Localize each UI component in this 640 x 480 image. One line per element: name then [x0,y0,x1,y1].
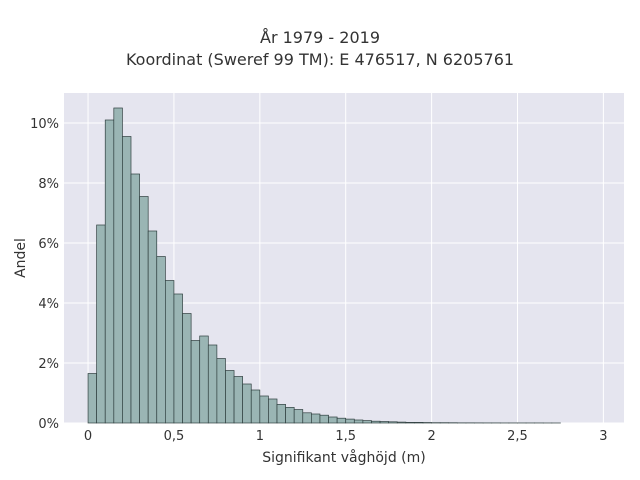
x-axis-ticks: 0 0,5 1 1,5 2 2,5 3 [84,429,608,444]
y-tick-label: 2% [38,357,59,372]
histogram-bar [362,420,372,424]
histogram-bar [147,230,158,424]
histogram-bar [276,404,286,424]
x-tick-label: 2 [427,429,435,444]
histogram-bar [130,173,140,424]
histogram-bar [164,280,175,424]
y-tick-label: 4% [38,297,59,312]
histogram-bar [379,421,390,424]
histogram-bar [353,419,364,424]
histogram-bar [250,389,261,424]
x-axis-label: Signifikant våghöjd (m) [262,449,425,466]
histogram-bar [242,383,252,424]
histogram-bar [328,416,338,424]
x-tick-label: 3 [599,429,607,444]
histogram-bars [87,107,561,424]
histogram-bar [199,335,209,424]
x-tick-label: 2,5 [507,429,528,444]
histogram-bar [388,421,398,424]
y-axis-label: Andel [13,238,29,278]
histogram-bar [87,373,97,424]
chart-title-coordinate: Koordinat (Sweref 99 TM): E 476517, N 62… [125,50,515,69]
x-tick-label: 0 [84,429,92,444]
histogram-bar [104,119,115,424]
y-axis-ticks: 0% 2% 4% 6% 8% 10% [30,117,59,432]
chart-title-period: År 1979 - 2019 [260,28,380,47]
histogram-bar [259,395,269,424]
histogram-bar [225,370,235,424]
histogram-bar [268,398,278,424]
histogram-bar [371,420,381,424]
y-tick-label: 8% [38,177,59,192]
histogram-bar [113,107,123,424]
histogram-bar [96,224,106,424]
histogram-bar [285,407,295,424]
y-tick-label: 10% [30,117,59,132]
histogram-bar [293,409,304,424]
histogram-bar [336,417,347,424]
x-tick-label: 1 [256,429,264,444]
histogram-bar [122,136,132,424]
histogram-bar [182,313,192,424]
histogram-bar [190,340,201,424]
histogram-bar [173,293,183,424]
histogram-bar [345,418,355,424]
histogram-bar [311,413,321,424]
histogram-bar [139,196,149,424]
y-tick-label: 6% [38,237,59,252]
histogram-bar [302,412,312,424]
x-tick-label: 0,5 [164,429,185,444]
x-tick-label: 1,5 [335,429,356,444]
histogram-bar [216,358,226,424]
histogram-bar [156,256,166,424]
histogram-bar [319,414,329,424]
y-tick-label: 0% [38,417,59,432]
histogram-bar [396,421,407,424]
histogram-bar [405,422,415,424]
histogram-bar [207,344,218,424]
histogram-bar [414,422,424,424]
histogram-bar [233,376,244,424]
